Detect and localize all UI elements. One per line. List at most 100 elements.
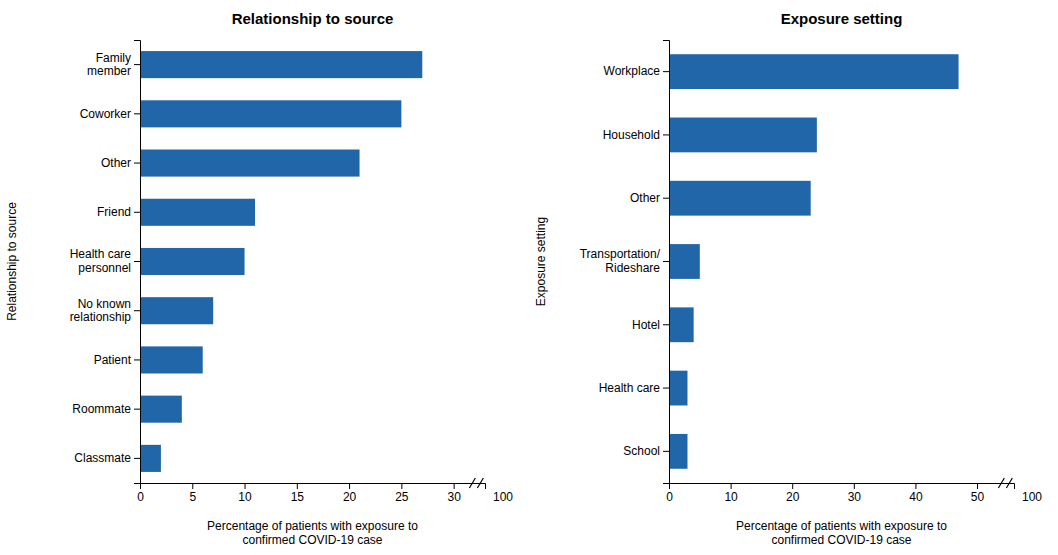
y-tick: Patient (94, 353, 140, 367)
annotation: 100 (1022, 490, 1042, 504)
x-tick-mark (297, 483, 298, 489)
x-tick: 10 (724, 483, 738, 504)
y-tick-mark (663, 261, 669, 262)
text-line: Hotel (632, 318, 660, 332)
x-tick-label: 20 (786, 490, 800, 504)
x-tick: 25 (395, 483, 409, 504)
text-line: Classmate (74, 451, 131, 465)
bar (140, 346, 203, 373)
x-tick: 30 (848, 483, 862, 504)
y-tick-label: Household (603, 128, 660, 142)
x-tick: 20 (343, 483, 357, 504)
y-tick-label: Coworker (80, 107, 131, 121)
text-line: member (87, 64, 131, 78)
x-tick: 5 (189, 483, 196, 504)
y-tick-mark (663, 388, 669, 389)
y-tick-mark (134, 212, 140, 213)
y-tick-label: Other (101, 156, 131, 170)
text-line: relationship (70, 310, 132, 324)
y-tick-label: Health care (599, 381, 661, 395)
y-tick-label: Health carepersonnel (70, 247, 132, 275)
x-tick-mark (192, 483, 193, 489)
x-tick: 15 (291, 483, 305, 504)
text-line: No known (78, 297, 131, 311)
bar (140, 297, 213, 324)
axis-break (469, 478, 483, 488)
y-tick: Friend (97, 205, 140, 219)
text-line: Percentage of patients with exposure to (207, 519, 418, 533)
x-axis: 0 5 10 15 20 25 30 (137, 483, 485, 504)
x-tick-mark (454, 483, 455, 489)
x-tick-mark (854, 483, 855, 489)
y-tick-mark (134, 409, 140, 410)
x-tick: 30 (447, 483, 461, 504)
bar (140, 100, 401, 127)
text-line: Friend (97, 205, 131, 219)
text-line: Percentage of patients with exposure to (736, 519, 947, 533)
y-tick: Transportation/Rideshare (580, 247, 669, 275)
x-tick-label: 25 (395, 490, 409, 504)
x-tick: 40 (909, 483, 923, 504)
axis-break-slash (1006, 478, 1012, 488)
text-line: School (623, 444, 660, 458)
x-tick-mark (977, 483, 978, 489)
chart-title: Exposure setting (781, 10, 903, 27)
y-tick-label: Classmate (74, 451, 131, 465)
x-tick-label: 0 (137, 490, 144, 504)
bar (140, 248, 245, 275)
y-tick-mark (663, 134, 669, 135)
axis-break (998, 478, 1012, 488)
bar (669, 244, 700, 279)
x-tick: 20 (786, 483, 800, 504)
bar (140, 150, 360, 177)
panel: 0 5 10 15 20 25 30 100 Familymember Coworker Other… (5, 10, 513, 547)
y-axis-line (663, 41, 670, 484)
y-tick-label: Patient (94, 353, 132, 367)
y-tick-label: Hotel (632, 318, 660, 332)
y-tick: Hotel (632, 318, 669, 332)
x-tick: 0 (666, 483, 673, 504)
y-tick: Other (101, 156, 140, 170)
y-tick: Familymember (87, 51, 140, 79)
y-tick-mark (663, 198, 669, 199)
x-tick-label: 20 (343, 490, 357, 504)
text-line: personnel (78, 261, 131, 275)
x-axis: 0 10 20 30 40 50 (666, 483, 1014, 504)
text-line: confirmed COVID-19 case (771, 533, 911, 547)
annotation: 100 (493, 490, 513, 504)
y-tick-label: No knownrelationship (70, 297, 132, 325)
x-tick: 0 (137, 483, 144, 504)
x-tick-label: 40 (909, 490, 923, 504)
text-line: Other (101, 156, 131, 170)
bar (140, 396, 182, 423)
y-tick-label: Friend (97, 205, 131, 219)
y-tick: Workplace (604, 64, 669, 78)
y-tick: School (623, 444, 669, 458)
y-tick-label: Transportation/Rideshare (580, 247, 661, 275)
y-axis-line (134, 41, 141, 484)
x-tick-mark (915, 483, 916, 489)
y-tick-mark (663, 324, 669, 325)
y-tick: Other (630, 191, 669, 205)
x-axis-title: Percentage of patients with exposure toc… (736, 519, 947, 547)
x-axis-line (141, 484, 486, 490)
text-line: Health care (70, 247, 132, 261)
bar (140, 199, 255, 226)
y-tick-mark (134, 64, 140, 65)
axis-break-slash (998, 478, 1004, 488)
text-line: Family (96, 51, 131, 65)
x-tick-mark (245, 483, 246, 489)
bar (669, 54, 959, 89)
text-line: Coworker (80, 107, 131, 121)
text-line: confirmed COVID-19 case (242, 533, 382, 547)
axis-break-slash (469, 478, 475, 488)
text-line: Workplace (604, 64, 661, 78)
y-tick-mark (134, 458, 140, 459)
y-tick-mark (134, 113, 140, 114)
bar (669, 434, 687, 469)
x-tick: 50 (971, 483, 985, 504)
y-axis-title: Relationship to source (5, 202, 19, 321)
y-tick: Coworker (80, 107, 140, 121)
x-tick: 10 (238, 483, 252, 504)
y-tick: Health care (599, 381, 669, 395)
